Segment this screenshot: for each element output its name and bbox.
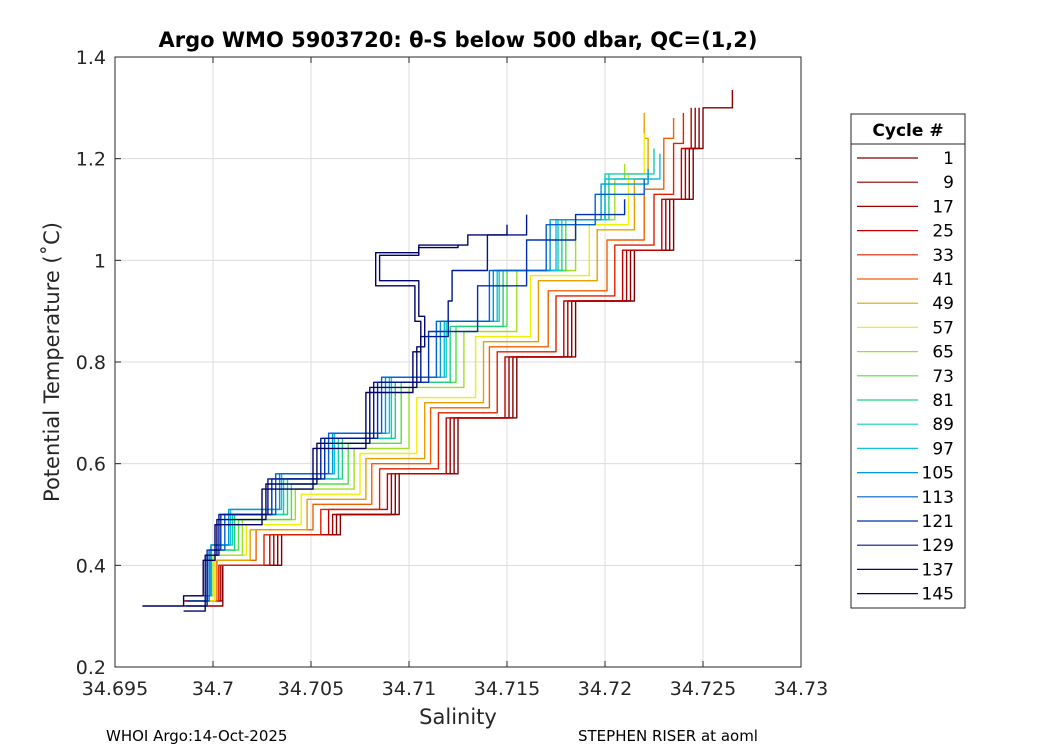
x-axis-label: Salinity — [419, 705, 497, 729]
legend-label-cycle-145: 145 — [922, 585, 954, 605]
legend-label-cycle-89: 89 — [932, 415, 954, 435]
chart-title: Argo WMO 5903720: θ-S below 500 dbar, QC… — [159, 28, 758, 52]
legend-label-cycle-17: 17 — [932, 197, 954, 217]
legend-label-cycle-73: 73 — [932, 367, 954, 387]
series-line-cycle-145 — [142, 245, 459, 607]
y-tick-label: 1.2 — [76, 149, 106, 171]
series-line-cycle-57 — [189, 133, 645, 602]
x-tick-label: 34.71 — [382, 678, 436, 700]
legend-label-cycle-25: 25 — [932, 222, 954, 242]
y-tick-label: 1.4 — [76, 47, 106, 69]
x-tick-label: 34.72 — [578, 678, 632, 700]
legend-label-cycle-97: 97 — [932, 439, 954, 459]
y-tick-label: 0.6 — [76, 454, 106, 476]
axis-ticks: 34.695 34.7 34.705 34.71 34.715 34.72 34.725 34… — [76, 47, 828, 700]
x-tick-label: 34.73 — [774, 678, 828, 700]
legend-label-cycle-1: 1 — [943, 149, 954, 169]
series-lines — [142, 90, 734, 612]
y-tick-label: 0.2 — [76, 657, 106, 679]
legend-box — [850, 113, 966, 609]
legend-label-cycle-113: 113 — [922, 488, 954, 508]
legend-label-cycle-129: 129 — [922, 536, 954, 556]
x-tick-label: 34.695 — [82, 678, 148, 700]
legend-label-cycle-121: 121 — [922, 512, 954, 532]
legend-label-cycle-49: 49 — [932, 294, 954, 314]
series-line-cycle-129 — [185, 214, 528, 607]
x-tick-label: 34.725 — [670, 678, 736, 700]
x-tick-label: 34.715 — [474, 678, 540, 700]
legend-label-cycle-65: 65 — [932, 343, 954, 363]
legend-label-cycle-105: 105 — [922, 464, 954, 484]
legend-title: Cycle # — [872, 121, 943, 141]
legend-label-cycle-81: 81 — [932, 391, 954, 411]
series-line-cycle-73 — [189, 184, 606, 597]
footer-right: STEPHEN RISER at aoml — [578, 727, 758, 745]
x-tick-label: 34.7 — [192, 678, 234, 700]
y-tick-label: 1 — [94, 250, 106, 272]
x-tick-label: 34.705 — [278, 678, 344, 700]
legend-label-cycle-57: 57 — [932, 318, 954, 338]
legend-items: 1 9 17 25 33 41 49 57 65 73 81 89 97 105 113 121 129 137 1… — [857, 149, 954, 605]
legend: Cycle # 1 9 17 25 33 41 49 57 65 73 81 89 97 105 113 12… — [850, 113, 966, 609]
series-line-cycle-41 — [187, 118, 675, 602]
series-line-cycle-25 — [185, 107, 692, 602]
series-line-cycle-113 — [189, 179, 645, 602]
series-line-cycle-33 — [187, 112, 685, 602]
y-tick-label: 0.4 — [76, 555, 106, 577]
series-line-cycle-81 — [189, 173, 610, 597]
legend-label-cycle-41: 41 — [932, 270, 954, 290]
series-line-cycle-137 — [183, 224, 508, 612]
legend-label-cycle-137: 137 — [922, 560, 954, 580]
footer-left: WHOI Argo:14-Oct-2025 — [106, 727, 287, 745]
y-axis-label: Potential Temperature (˚C) — [40, 222, 64, 502]
y-tick-label: 0.8 — [76, 352, 106, 374]
legend-label-cycle-9: 9 — [943, 173, 954, 193]
legend-label-cycle-33: 33 — [932, 246, 954, 266]
